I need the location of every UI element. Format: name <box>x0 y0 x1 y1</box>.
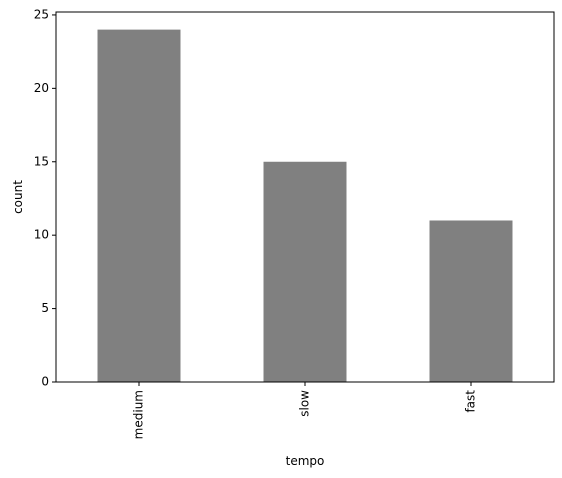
plot-frame <box>55 11 555 383</box>
x-tick-label: slow <box>298 390 312 417</box>
y-tick-label: 25 <box>34 7 49 21</box>
y-tick-label: 10 <box>34 228 49 242</box>
y-tick-label: 0 <box>41 375 49 389</box>
x-axis-label: tempo <box>286 454 325 468</box>
bar <box>429 220 513 382</box>
x-tick-label: fast <box>464 390 478 413</box>
y-tick-label: 15 <box>34 154 49 168</box>
y-tick-label: 5 <box>41 301 49 315</box>
y-axis-label: count <box>11 180 25 214</box>
bar <box>97 29 181 382</box>
bar <box>263 161 347 382</box>
x-tick-label: medium <box>132 390 146 439</box>
y-tick-label: 20 <box>34 81 49 95</box>
